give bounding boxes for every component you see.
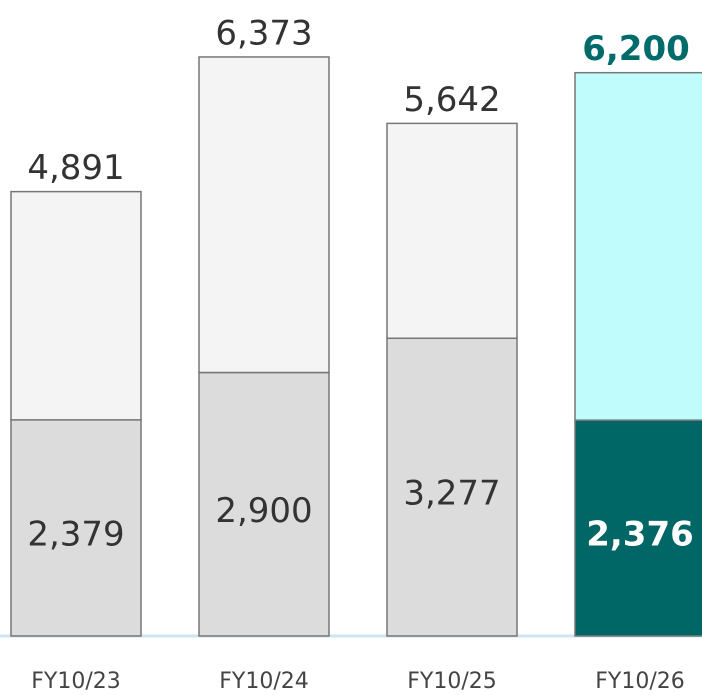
total-label: 5,642 xyxy=(403,80,500,120)
bar-segment xyxy=(574,71,702,421)
bar-value-label: 3,277 xyxy=(403,474,500,514)
bar-value-label: 2,900 xyxy=(215,491,312,531)
bar-value-label: 2,379 xyxy=(27,514,124,554)
total-label: 6,373 xyxy=(215,13,312,53)
bar-segment xyxy=(10,190,142,421)
bar-segment xyxy=(386,122,518,340)
x-tick-label: FY10/26 xyxy=(595,669,685,694)
x-tick-label: FY10/24 xyxy=(219,669,309,694)
total-label: 4,891 xyxy=(27,148,124,188)
bar-value-label: 2,376 xyxy=(586,515,694,555)
bar-segment xyxy=(198,56,330,374)
x-tick-label: FY10/23 xyxy=(31,669,121,694)
total-label: 6,200 xyxy=(582,29,690,69)
bar-segment xyxy=(10,419,142,637)
x-tick-label: FY10/25 xyxy=(407,669,497,694)
bar-segment xyxy=(198,371,330,637)
bar-segment xyxy=(386,337,518,637)
